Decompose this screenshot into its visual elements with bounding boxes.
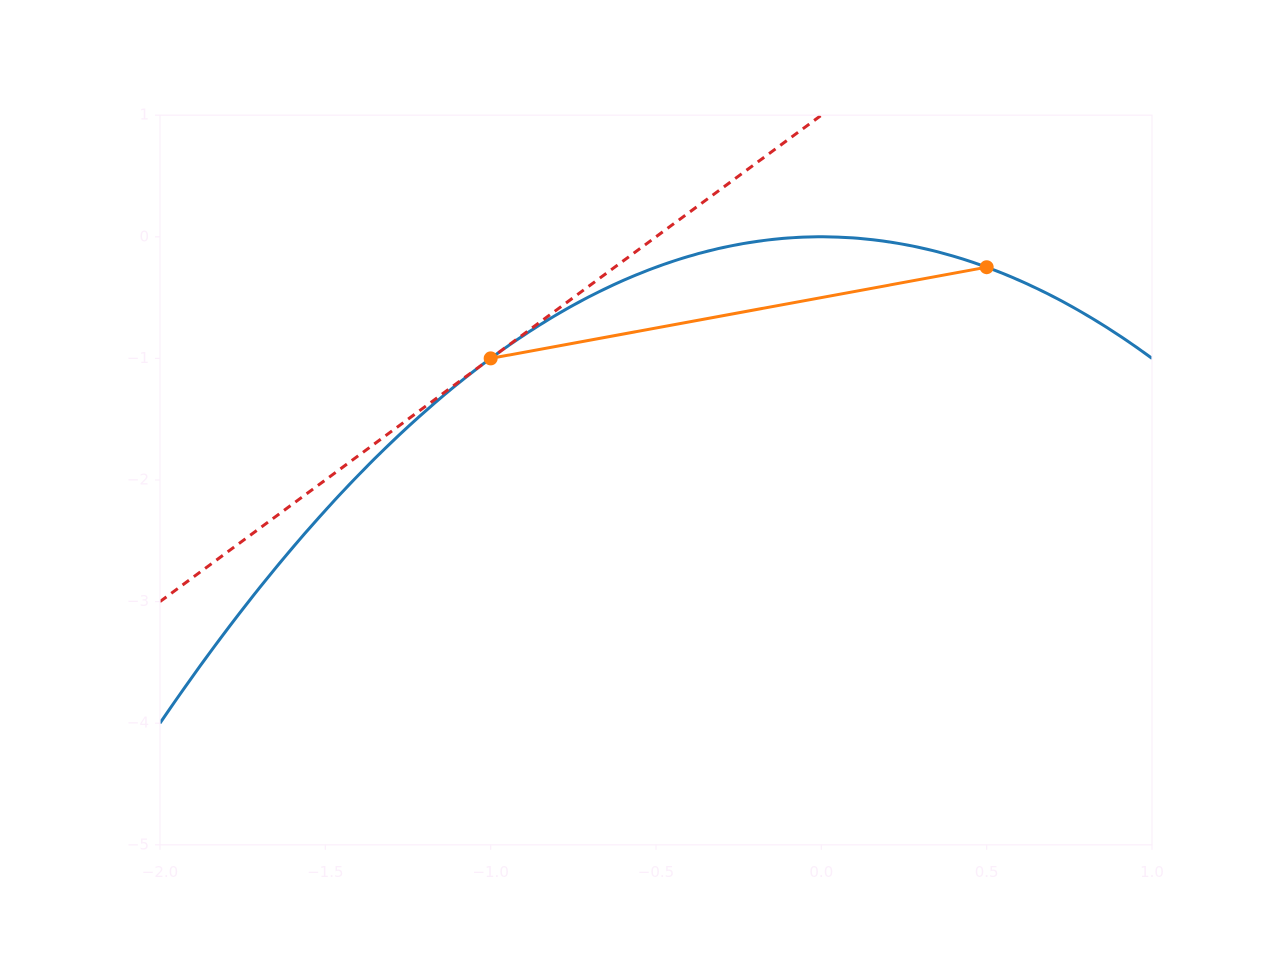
- ytick-label: −1: [127, 349, 149, 367]
- ytick-label: −3: [127, 592, 149, 610]
- chart-svg: −2.0 −1.5 −1.0 −0.5 0.0 0.5 1.0 −5 −4 −3 −2 −1 0 1: [0, 0, 1280, 960]
- xtick-label: 0.5: [975, 863, 999, 881]
- xtick-label: −1.0: [472, 863, 508, 881]
- chart-container: −2.0 −1.5 −1.0 −0.5 0.0 0.5 1.0 −5 −4 −3 −2 −1 0 1: [0, 0, 1280, 960]
- plot-background: [160, 115, 1152, 845]
- ytick-label: 1: [139, 106, 149, 124]
- marker-secant-1: [980, 260, 994, 274]
- xtick-label: −0.5: [638, 863, 674, 881]
- xtick-label: −2.0: [142, 863, 178, 881]
- ytick-label: −4: [127, 714, 149, 732]
- ytick-label: −2: [127, 471, 149, 489]
- ytick-label: 0: [139, 227, 149, 245]
- xtick-label: 0.0: [809, 863, 833, 881]
- xtick-label: −1.5: [307, 863, 343, 881]
- xtick-label: 1.0: [1140, 863, 1164, 881]
- marker-secant-0: [484, 351, 498, 365]
- ytick-label: −5: [127, 835, 149, 853]
